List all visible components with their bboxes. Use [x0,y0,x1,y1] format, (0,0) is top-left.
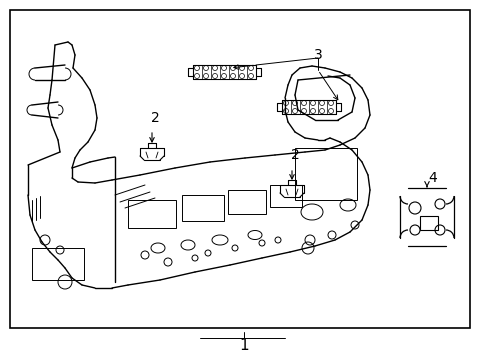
Text: 1: 1 [239,338,248,352]
Bar [10,10,469,328]
Bar [269,185,302,207]
Bar [419,216,437,230]
Text: 2: 2 [290,148,299,162]
Bar [294,148,356,200]
Bar [128,200,176,228]
Text: 2: 2 [150,111,159,125]
Text: 3: 3 [313,48,322,62]
Bar [227,190,265,214]
Bar [182,195,224,221]
Bar [32,248,84,280]
Text: 4: 4 [428,171,436,185]
